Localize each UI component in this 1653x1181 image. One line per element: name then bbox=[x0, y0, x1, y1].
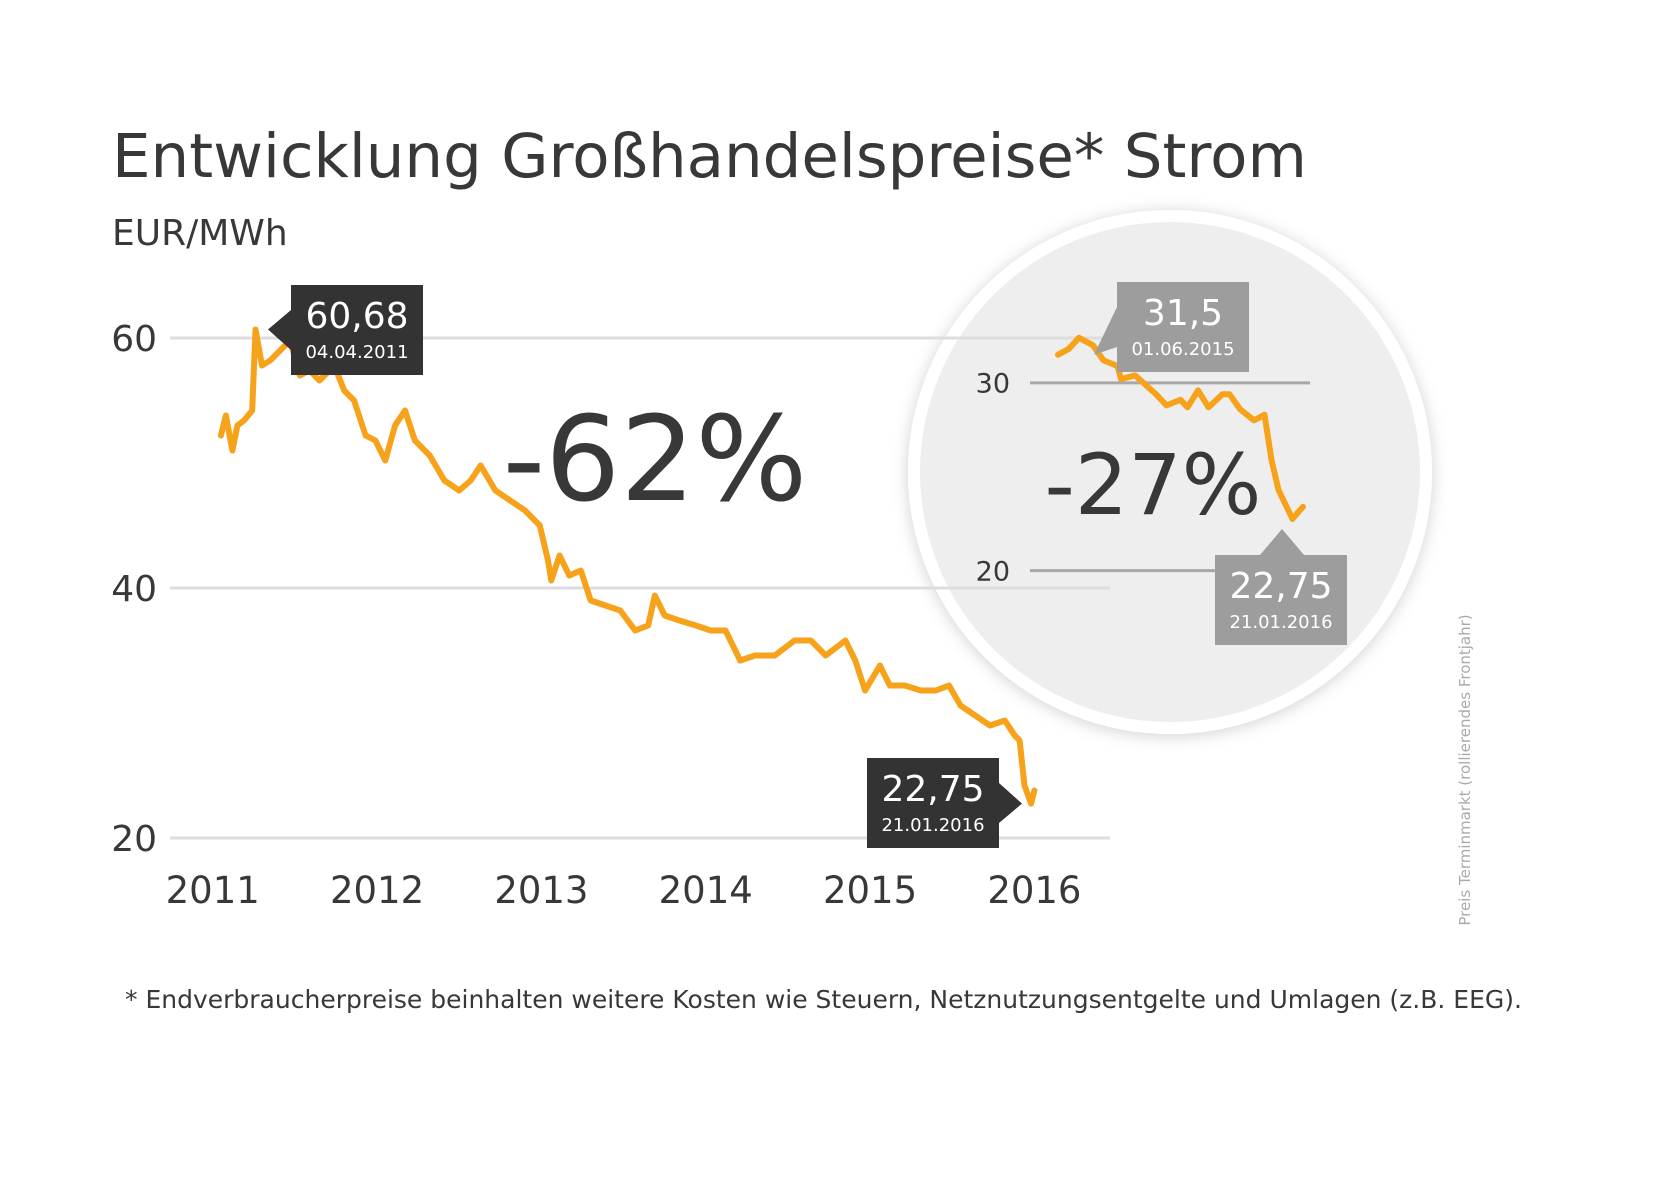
price-line bbox=[1055, 334, 1306, 522]
footnote: * Endverbraucherpreise beinhalten weiter… bbox=[125, 985, 1522, 1014]
callout-box bbox=[1117, 282, 1249, 372]
callout-pointer bbox=[268, 310, 291, 350]
callout-box bbox=[867, 758, 999, 848]
callout-value: 60,68 bbox=[305, 296, 408, 337]
callout-pointer bbox=[1094, 307, 1117, 355]
callout-date: 04.04.2011 bbox=[305, 342, 408, 363]
callout-value: 22,75 bbox=[881, 769, 984, 810]
callout-pointer bbox=[999, 783, 1022, 823]
callout-date: 01.06.2015 bbox=[1131, 339, 1234, 360]
change-label: -27% bbox=[1044, 436, 1261, 534]
x-tick-label: 2016 bbox=[987, 869, 1081, 912]
callout-date: 21.01.2016 bbox=[881, 815, 984, 836]
callout-value: 31,5 bbox=[1143, 293, 1223, 334]
y-tick-label: 30 bbox=[976, 369, 1010, 400]
title: Entwicklung Großhandelspreise* Strom bbox=[112, 121, 1307, 192]
y-tick-label: 60 bbox=[111, 319, 157, 360]
y-tick-label: 20 bbox=[976, 556, 1010, 587]
callout-box bbox=[291, 285, 423, 375]
callout-date: 21.01.2016 bbox=[1229, 612, 1332, 633]
source-note: Preis Terminmarkt (rollierendes Frontjah… bbox=[1456, 614, 1474, 925]
x-tick-label: 2014 bbox=[659, 869, 753, 912]
x-tick-label: 2011 bbox=[166, 869, 260, 912]
callout-box bbox=[1215, 555, 1347, 645]
x-tick-label: 2013 bbox=[494, 869, 588, 912]
x-tick-label: 2015 bbox=[823, 869, 917, 912]
callout-pointer bbox=[1260, 529, 1304, 555]
x-tick-label: 2012 bbox=[330, 869, 424, 912]
y-tick-label: 40 bbox=[111, 569, 157, 610]
subtitle: EUR/MWh bbox=[112, 213, 288, 254]
callout-value: 22,75 bbox=[1229, 566, 1332, 607]
change-label: -62% bbox=[503, 390, 808, 528]
y-tick-label: 20 bbox=[111, 819, 157, 860]
